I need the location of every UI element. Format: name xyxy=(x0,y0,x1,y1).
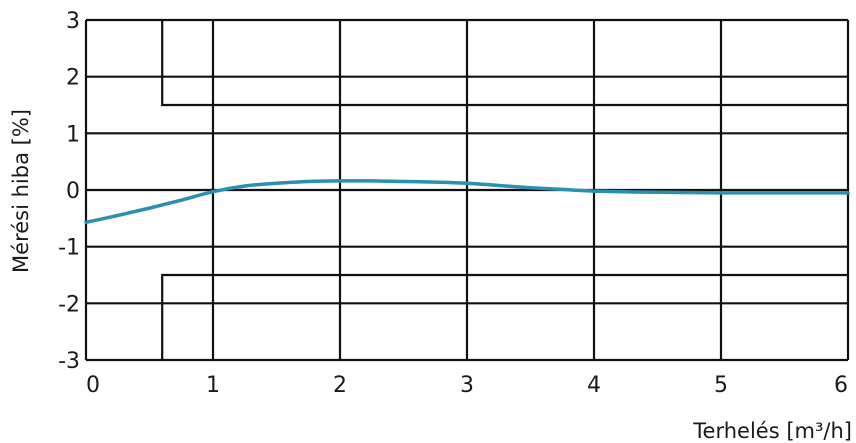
y-tick-label: 3 xyxy=(66,9,80,34)
y-axis-label: Mérési hiba [%] xyxy=(9,109,33,273)
y-tick-label: -1 xyxy=(58,236,80,261)
y-tick-label: -2 xyxy=(58,292,80,317)
y-tick-label: 0 xyxy=(66,179,80,204)
y-tick-label: -3 xyxy=(58,349,80,374)
upper-error-limit xyxy=(161,20,848,107)
x-tick-label: 1 xyxy=(206,373,220,398)
x-tick-label: 2 xyxy=(333,373,347,398)
grid-lines xyxy=(84,18,850,362)
y-tick-labels: -3 -2 -1 0 1 2 3 xyxy=(58,9,80,374)
y-tick-label: 1 xyxy=(66,122,80,147)
x-tick-label: 5 xyxy=(714,373,728,398)
error-limit-lines xyxy=(161,20,848,360)
x-tick-label: 6 xyxy=(834,373,848,398)
lower-error-limit xyxy=(161,273,848,360)
series-layer xyxy=(84,179,850,225)
x-tick-label: 0 xyxy=(86,373,100,398)
x-tick-labels: 0 1 2 3 4 5 6 xyxy=(86,373,848,398)
y-tick-label: 2 xyxy=(66,66,80,91)
x-tick-label: 3 xyxy=(460,373,474,398)
x-tick-label: 4 xyxy=(587,373,601,398)
series-line-0 xyxy=(84,179,850,225)
x-axis-label: Terhelés [m³/h] xyxy=(692,419,852,443)
